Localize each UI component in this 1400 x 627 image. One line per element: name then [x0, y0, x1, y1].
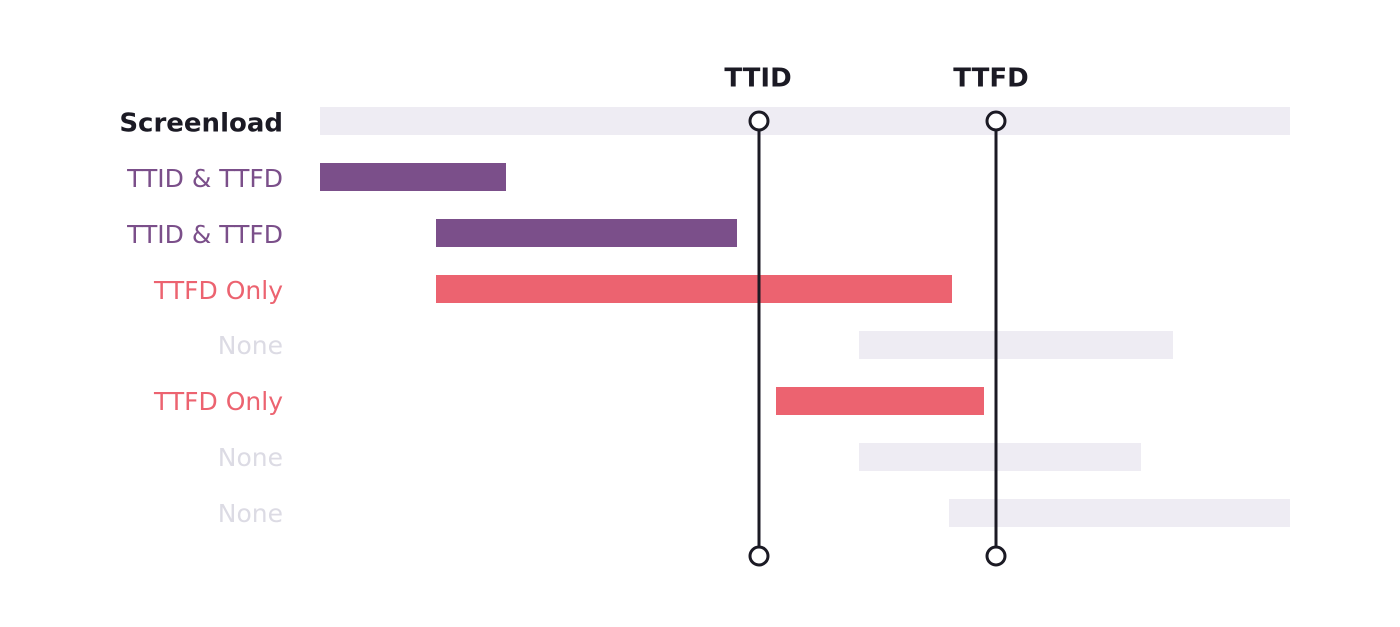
bar	[949, 499, 1290, 527]
row-label: TTFD Only	[153, 387, 283, 416]
row-label: Screenload	[119, 109, 283, 139]
marker-dot	[748, 110, 770, 132]
marker-label: TTFD	[953, 64, 1028, 94]
row-label: TTID & TTFD	[126, 220, 283, 249]
bar	[859, 331, 1173, 359]
row-label: TTFD Only	[153, 276, 283, 305]
row-label: None	[218, 331, 283, 360]
bar	[436, 219, 737, 247]
bar	[436, 275, 952, 303]
bar	[859, 443, 1141, 471]
screenload-bar	[320, 107, 1290, 135]
marker-label: TTID	[724, 64, 791, 94]
row-label: TTID & TTFD	[126, 164, 283, 193]
bar	[776, 387, 984, 415]
row-label: None	[218, 443, 283, 472]
marker-dot	[985, 545, 1007, 567]
bar	[320, 163, 506, 191]
row-label: None	[218, 499, 283, 528]
marker-dot	[985, 110, 1007, 132]
marker-dot	[748, 545, 770, 567]
